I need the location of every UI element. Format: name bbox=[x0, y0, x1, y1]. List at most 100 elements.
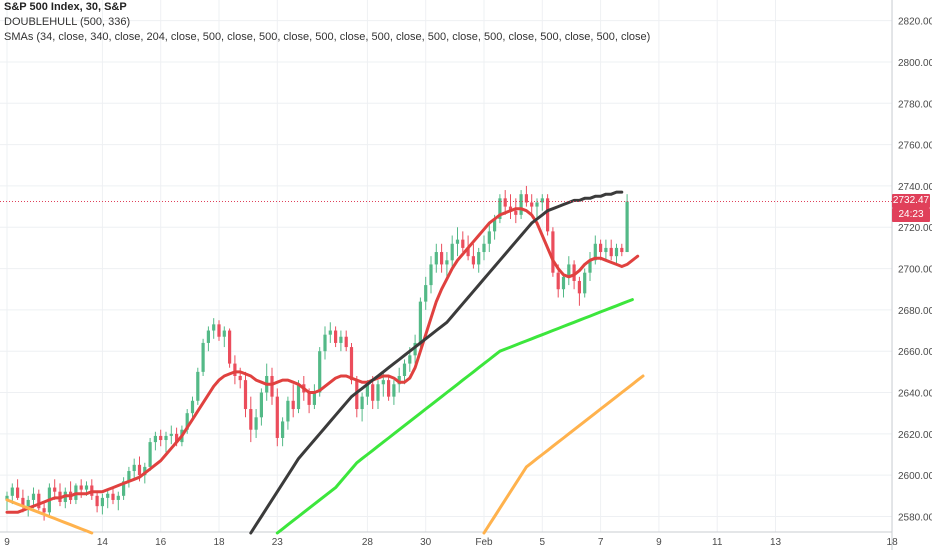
candle-body[interactable] bbox=[583, 272, 587, 294]
candle-body[interactable] bbox=[376, 384, 380, 401]
candle-body[interactable] bbox=[143, 466, 147, 476]
candle-body[interactable] bbox=[95, 495, 99, 507]
candle-body[interactable] bbox=[206, 330, 210, 343]
candle-body[interactable] bbox=[588, 260, 592, 273]
candle-body[interactable] bbox=[5, 495, 9, 500]
candle-body[interactable] bbox=[593, 243, 597, 261]
candle-body[interactable] bbox=[477, 252, 481, 265]
candle-body[interactable] bbox=[397, 375, 401, 385]
candle-body[interactable] bbox=[228, 330, 232, 364]
candle-body[interactable] bbox=[482, 243, 486, 253]
sma-black-line[interactable] bbox=[249, 190, 624, 535]
candle-body[interactable] bbox=[79, 485, 83, 490]
candle-body[interactable] bbox=[546, 198, 550, 232]
candle-body[interactable] bbox=[508, 206, 513, 211]
candle-body[interactable] bbox=[243, 380, 248, 410]
candle-body[interactable] bbox=[238, 375, 242, 381]
candle-body[interactable] bbox=[148, 442, 152, 467]
candle-body[interactable] bbox=[196, 371, 200, 401]
candle-body[interactable] bbox=[614, 247, 619, 257]
candle-body[interactable] bbox=[254, 417, 258, 430]
candle-body[interactable] bbox=[461, 239, 465, 248]
candle-body[interactable] bbox=[122, 481, 126, 496]
candle-body[interactable] bbox=[604, 247, 608, 253]
candle-body[interactable] bbox=[408, 355, 412, 364]
candle-body[interactable] bbox=[599, 243, 603, 253]
candle-body[interactable] bbox=[487, 231, 491, 244]
candle-body[interactable] bbox=[222, 330, 226, 337]
candle-body[interactable] bbox=[339, 336, 343, 343]
candle-body[interactable] bbox=[349, 347, 354, 381]
candle-body[interactable] bbox=[413, 342, 417, 356]
candle-body[interactable] bbox=[286, 400, 290, 422]
candle-body[interactable] bbox=[535, 202, 539, 207]
candle-body[interactable] bbox=[127, 471, 131, 482]
candle-body[interactable] bbox=[445, 260, 449, 265]
candle-body[interactable] bbox=[10, 487, 14, 496]
candle-body[interactable] bbox=[318, 351, 322, 393]
candle-body[interactable] bbox=[323, 334, 327, 352]
candle-body[interactable] bbox=[355, 380, 359, 410]
candle-body[interactable] bbox=[334, 330, 338, 343]
candle-body[interactable] bbox=[259, 392, 263, 418]
candle-body[interactable] bbox=[365, 384, 369, 397]
candle-body[interactable] bbox=[609, 247, 613, 257]
candle-body[interactable] bbox=[440, 252, 444, 265]
indicator-doublehull[interactable]: DOUBLEHULL (500, 336) bbox=[4, 16, 131, 28]
candle-body[interactable] bbox=[466, 247, 470, 257]
candle-body[interactable] bbox=[84, 485, 89, 490]
candle-body[interactable] bbox=[291, 400, 295, 410]
candle-body[interactable] bbox=[572, 264, 576, 281]
candle-body[interactable] bbox=[524, 194, 528, 203]
candle-body[interactable] bbox=[387, 380, 391, 397]
candle-body[interactable] bbox=[360, 396, 364, 410]
candle-body[interactable] bbox=[190, 400, 195, 414]
candle-body[interactable] bbox=[371, 384, 375, 401]
sma-green-line[interactable] bbox=[275, 298, 634, 535]
sma-orange-line[interactable] bbox=[5, 374, 645, 535]
candle-body[interactable] bbox=[455, 239, 460, 244]
candle-body[interactable] bbox=[106, 493, 110, 498]
candle-body[interactable] bbox=[551, 231, 555, 273]
candle-body[interactable] bbox=[42, 508, 46, 513]
candle-body[interactable] bbox=[169, 433, 173, 436]
candle-body[interactable] bbox=[201, 342, 205, 372]
candle-body[interactable] bbox=[249, 409, 253, 430]
candle-body[interactable] bbox=[402, 363, 407, 376]
candle-body[interactable] bbox=[270, 375, 274, 397]
candle-body[interactable] bbox=[137, 464, 142, 476]
candle-body[interactable] bbox=[185, 413, 189, 430]
candle-body[interactable] bbox=[116, 495, 120, 500]
candle-body[interactable] bbox=[434, 252, 438, 265]
candle-body[interactable] bbox=[519, 194, 523, 215]
candle-body[interactable] bbox=[530, 202, 534, 207]
candle-body[interactable] bbox=[164, 435, 168, 441]
candle-body[interactable] bbox=[159, 435, 163, 441]
candle-body[interactable] bbox=[625, 201, 629, 253]
candle-body[interactable] bbox=[561, 276, 566, 290]
candle-body[interactable] bbox=[514, 210, 518, 215]
candle-body[interactable] bbox=[312, 392, 316, 405]
candle-body[interactable] bbox=[540, 198, 544, 203]
candle-body[interactable] bbox=[100, 497, 104, 507]
candle-body[interactable] bbox=[567, 264, 571, 277]
candle-body[interactable] bbox=[381, 380, 385, 385]
candle-body[interactable] bbox=[418, 301, 422, 343]
candle-body[interactable] bbox=[344, 336, 348, 348]
candle-body[interactable] bbox=[296, 384, 301, 410]
candle-body[interactable] bbox=[26, 499, 30, 507]
candle-body[interactable] bbox=[429, 264, 433, 286]
candle-body[interactable] bbox=[392, 384, 396, 397]
candle-body[interactable] bbox=[53, 487, 57, 492]
candle-body[interactable] bbox=[153, 435, 157, 443]
candle-body[interactable] bbox=[111, 493, 115, 500]
candle-body[interactable] bbox=[620, 247, 624, 253]
candle-body[interactable] bbox=[577, 280, 581, 294]
candle-body[interactable] bbox=[328, 330, 332, 335]
candle-body[interactable] bbox=[493, 218, 497, 232]
candle-body[interactable] bbox=[307, 392, 311, 405]
candle-body[interactable] bbox=[212, 324, 216, 331]
candle-body[interactable] bbox=[16, 487, 20, 498]
candle-body[interactable] bbox=[233, 363, 237, 376]
